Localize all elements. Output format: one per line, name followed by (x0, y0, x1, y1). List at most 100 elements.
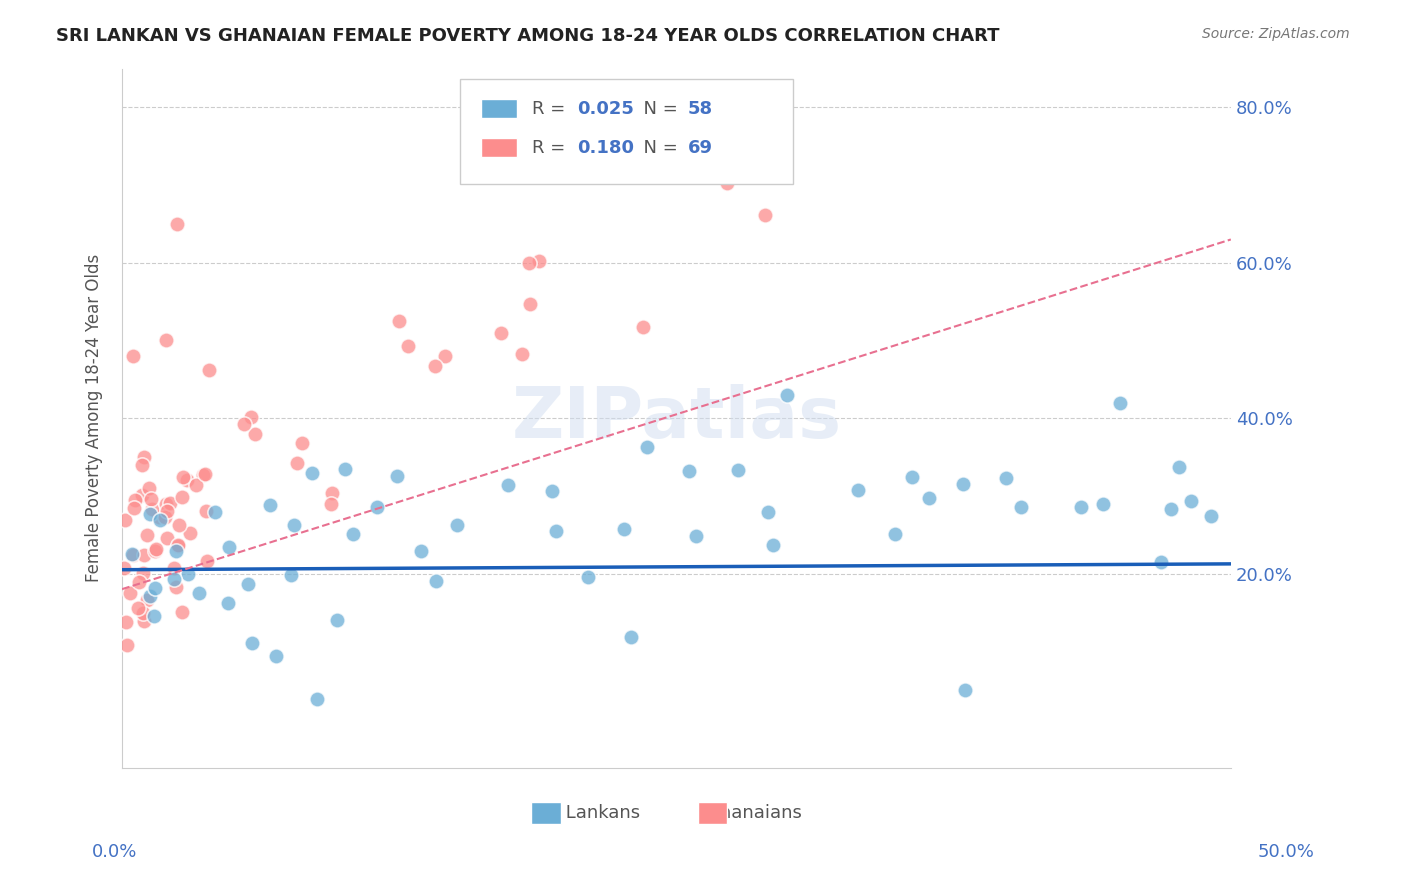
Point (218, 540, 240, 554)
Point (143, 581, 166, 595)
Point (138, 589, 160, 603)
Point (385, 468, 408, 483)
Point (134, 614, 156, 628)
Point (762, 538, 785, 552)
Point (122, 349, 145, 363)
Text: N =: N = (633, 138, 678, 156)
Point (149, 513, 172, 527)
Point (165, 544, 187, 558)
Point (1180, 494, 1202, 508)
Point (342, 526, 364, 541)
Text: R =: R = (533, 100, 565, 118)
Point (751, 165, 773, 179)
Point (141, 501, 163, 516)
Point (1070, 500, 1092, 515)
Point (187, 586, 209, 600)
Point (396, 339, 419, 353)
Point (285, 456, 308, 470)
Point (139, 491, 162, 506)
Point (148, 509, 170, 524)
Point (1150, 555, 1173, 569)
Point (131, 488, 153, 502)
Point (197, 553, 219, 567)
Point (240, 635, 263, 649)
Point (156, 503, 179, 517)
Point (685, 529, 707, 543)
Text: SRI LANKAN VS GHANAIAN FEMALE POVERTY AMONG 18-24 YEAR OLDS CORRELATION CHART: SRI LANKAN VS GHANAIAN FEMALE POVERTY AM… (56, 27, 1000, 45)
Point (114, 513, 136, 527)
Point (127, 600, 149, 615)
Point (510, 347, 533, 361)
Point (425, 574, 447, 589)
Point (236, 576, 259, 591)
Point (132, 566, 155, 581)
Text: 0.0%: 0.0% (91, 843, 136, 861)
FancyBboxPatch shape (697, 802, 727, 824)
Point (541, 484, 564, 499)
Point (325, 613, 347, 627)
Point (319, 498, 342, 512)
Point (134, 450, 156, 464)
Point (848, 483, 870, 497)
Point (179, 525, 201, 540)
Point (186, 477, 208, 491)
Point (138, 507, 160, 521)
Point (756, 505, 779, 519)
Point (132, 606, 155, 620)
Point (425, 359, 447, 374)
Point (716, 177, 738, 191)
FancyBboxPatch shape (460, 79, 793, 184)
Point (578, 570, 600, 584)
Point (114, 615, 136, 629)
Point (128, 574, 150, 589)
Point (446, 517, 468, 532)
Point (155, 510, 177, 524)
Point (291, 436, 314, 450)
Point (280, 568, 302, 582)
Point (138, 481, 160, 495)
Point (305, 692, 328, 706)
Point (884, 527, 907, 541)
Point (754, 208, 776, 222)
Point (131, 458, 153, 472)
Point (172, 470, 194, 484)
Point (159, 496, 181, 510)
FancyBboxPatch shape (481, 137, 517, 157)
Point (169, 517, 191, 532)
Point (301, 467, 323, 481)
Point (163, 572, 186, 586)
Point (546, 524, 568, 538)
Text: Source: ZipAtlas.com: Source: ZipAtlas.com (1202, 27, 1350, 41)
Point (172, 490, 194, 504)
Point (136, 527, 159, 541)
Point (366, 500, 388, 514)
Point (264, 648, 287, 663)
Point (240, 410, 263, 425)
Point (776, 388, 799, 402)
Point (122, 500, 145, 515)
Text: 0.180: 0.180 (576, 138, 634, 156)
Point (243, 426, 266, 441)
Text: Ghanaians: Ghanaians (706, 805, 801, 822)
Text: ZIPatlas: ZIPatlas (512, 384, 842, 452)
Point (409, 544, 432, 558)
Point (112, 560, 135, 574)
Text: 58: 58 (688, 100, 713, 118)
Text: 69: 69 (688, 138, 713, 156)
Point (321, 486, 343, 500)
Point (1167, 459, 1189, 474)
Point (333, 462, 356, 476)
Point (953, 683, 976, 698)
Point (145, 542, 167, 557)
Point (176, 473, 198, 487)
Point (194, 504, 217, 518)
Point (135, 593, 157, 607)
Point (489, 326, 512, 341)
Point (995, 471, 1018, 485)
Text: R =: R = (533, 138, 565, 156)
Point (115, 638, 138, 652)
Point (619, 630, 641, 644)
Text: Sri Lankans: Sri Lankans (536, 805, 640, 822)
Point (519, 296, 541, 310)
Point (120, 586, 142, 600)
